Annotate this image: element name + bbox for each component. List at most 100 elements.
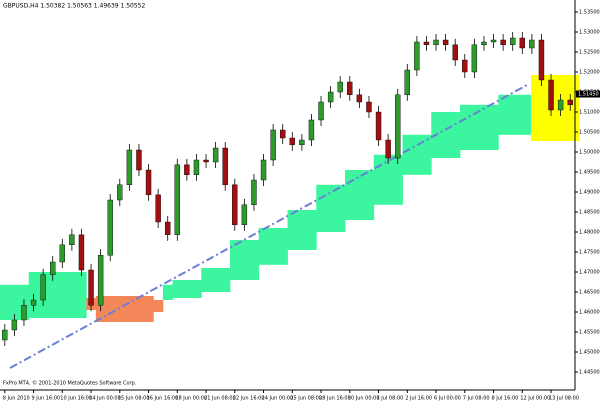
cloud-segment xyxy=(115,296,125,322)
candle-body xyxy=(40,274,46,301)
x-tick-label: 28 Jun 16:00 xyxy=(319,396,351,402)
cloud-segment xyxy=(172,280,183,298)
cloud-segment xyxy=(364,170,375,220)
cloud-segment xyxy=(354,170,365,220)
y-tick-label: 1.48500 xyxy=(579,210,600,216)
cloud-segment xyxy=(57,272,68,318)
y-tick-label: 1.52000 xyxy=(579,70,600,76)
y-tick-label: 1.51000 xyxy=(579,110,600,116)
price-label: 1.51450 xyxy=(578,92,599,98)
candle-body xyxy=(395,94,401,159)
cloud-segment xyxy=(153,300,164,312)
x-tick-label: 24 Jun 00:00 xyxy=(262,396,294,402)
candle-body xyxy=(423,41,430,45)
candle-body xyxy=(327,91,334,103)
x-tick-label: 14 Jun 00:00 xyxy=(89,396,121,402)
cloud-segment xyxy=(277,228,288,265)
cloud-segment xyxy=(402,134,413,175)
candle-body xyxy=(155,194,161,223)
candle-body xyxy=(404,69,410,95)
cloud-segment xyxy=(76,272,87,318)
y-tick-label: 1.47500 xyxy=(579,250,600,256)
candle-body xyxy=(145,169,152,195)
cloud-segment xyxy=(517,94,528,135)
y-tick-label: 1.46500 xyxy=(579,290,600,296)
candle-body xyxy=(490,39,497,43)
candle-body xyxy=(375,111,382,141)
cloud-segment xyxy=(392,154,403,205)
candle-body xyxy=(88,269,94,306)
candle-body xyxy=(50,261,56,276)
cloud-segment xyxy=(297,210,308,250)
y-tick-label: 1.46000 xyxy=(579,310,600,316)
cloud-segment xyxy=(383,154,394,205)
candle-body xyxy=(222,147,228,185)
candle-body xyxy=(500,39,506,46)
y-tick-label: 1.49500 xyxy=(579,170,600,176)
x-tick-label: 12 Jul 00:00 xyxy=(520,396,550,402)
candle-body xyxy=(567,99,573,105)
cloud-segment xyxy=(143,296,154,322)
y-tick-label: 1.50500 xyxy=(579,130,600,136)
candle-body xyxy=(452,44,458,61)
candle-body xyxy=(366,101,372,113)
candle-body xyxy=(241,204,248,226)
candle-body xyxy=(433,39,439,46)
candle-body xyxy=(260,159,267,181)
candle-body xyxy=(251,179,257,205)
candle-body xyxy=(414,41,420,71)
y-tick-label: 1.50000 xyxy=(579,150,600,156)
x-tick-label: 18 Jun 00:00 xyxy=(175,396,207,402)
x-tick-label: 13 Jul 08:00 xyxy=(549,396,579,402)
y-tick-label: 1.53000 xyxy=(579,30,600,36)
cloud-segment xyxy=(479,104,490,150)
cloud-segment xyxy=(498,94,509,135)
cloud-segment xyxy=(220,268,231,292)
x-tick-label: 6 Jul 00:00 xyxy=(434,396,461,402)
candle-body xyxy=(2,329,8,341)
cloud-segment xyxy=(268,228,279,265)
candle-body xyxy=(385,139,391,159)
cloud-segment xyxy=(0,284,10,320)
x-tick-label: 10 Jun 16:00 xyxy=(60,396,92,402)
y-tick-label: 1.45000 xyxy=(579,350,600,356)
x-tick-label: 8 Jun 2010 xyxy=(3,396,30,402)
candle-body xyxy=(270,129,276,161)
candle-body xyxy=(203,159,209,163)
cloud-segment xyxy=(440,112,451,158)
candle-body xyxy=(78,234,85,271)
candle-body xyxy=(548,79,554,111)
candle-body xyxy=(337,81,343,93)
cloud-segment xyxy=(373,154,384,205)
y-tick-label: 1.44500 xyxy=(579,370,600,376)
y-tick-label: 1.45500 xyxy=(579,330,600,336)
x-tick-label: 2 Jul 16:00 xyxy=(405,396,432,402)
cloud-segment xyxy=(67,272,78,318)
candle-body xyxy=(308,119,315,141)
candle-body xyxy=(557,99,564,111)
y-tick-label: 1.49000 xyxy=(579,190,600,196)
x-tick-label: 25 Jun 08:00 xyxy=(290,396,322,402)
x-tick-label: 9 Jun 16:00 xyxy=(32,396,61,402)
trend-line xyxy=(9,84,528,369)
candle-body xyxy=(97,254,104,306)
candle-body xyxy=(510,37,516,46)
cloud-segment xyxy=(306,210,317,250)
candle-body xyxy=(165,221,171,236)
cloud-segment xyxy=(287,210,298,250)
candle-body xyxy=(289,137,295,146)
candle-body xyxy=(529,39,535,49)
copyright: FxPro MT4, © 2001-2010 MetaQuotes Softwa… xyxy=(3,380,137,387)
cloud-segment xyxy=(421,134,432,175)
cloud-segment xyxy=(134,296,145,322)
candle-body xyxy=(174,164,180,236)
cloud-segment xyxy=(162,284,173,300)
cloud-segment xyxy=(335,184,346,232)
x-tick-label: 30 Jun 00:00 xyxy=(348,396,380,402)
x-tick-label: 15 Jun 08:00 xyxy=(118,396,150,402)
cloud-segment xyxy=(230,240,240,280)
cloud-segment xyxy=(105,296,116,322)
price-marker xyxy=(576,90,600,98)
